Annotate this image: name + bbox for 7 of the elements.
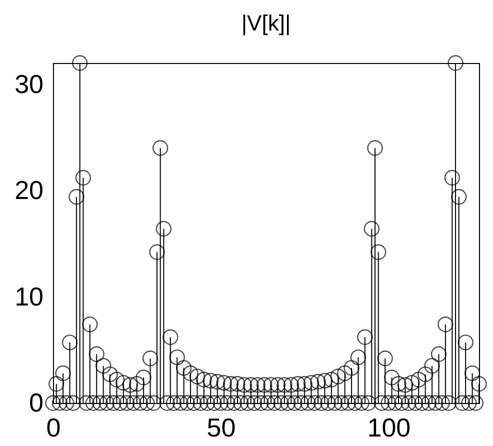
y-tick-label: 30 <box>14 68 44 99</box>
x-tick-label: 50 <box>206 412 236 442</box>
x-tick-label: 100 <box>367 412 411 442</box>
y-tick-label: 0 <box>29 388 44 418</box>
chart-title: |V[k]| <box>241 10 291 36</box>
y-tick-label: 10 <box>14 281 44 312</box>
y-tick-label: 20 <box>14 175 44 205</box>
